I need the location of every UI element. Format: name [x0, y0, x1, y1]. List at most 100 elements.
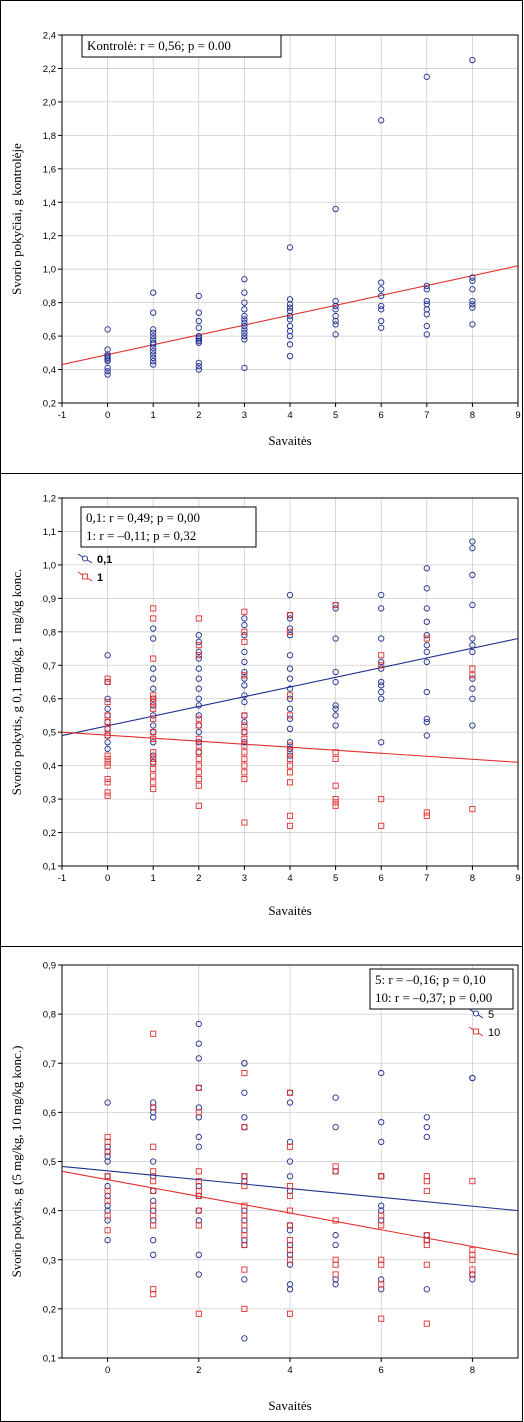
x-tick-label: 0 — [105, 1365, 110, 1376]
data-point — [378, 695, 385, 702]
data-point — [423, 632, 430, 639]
data-point — [150, 1104, 157, 1111]
data-point — [423, 585, 430, 592]
data-point — [241, 718, 248, 726]
data-point — [378, 665, 385, 672]
y-tick-label: 1,0 — [43, 560, 56, 571]
data-point — [286, 685, 294, 692]
data-point — [241, 1266, 248, 1273]
data-point — [195, 1020, 202, 1028]
data-point — [332, 749, 339, 756]
data-point — [150, 341, 157, 348]
data-point — [286, 628, 294, 635]
series-points — [104, 602, 476, 829]
data-point — [378, 1202, 385, 1209]
series-points — [104, 56, 476, 378]
legend-label: 10 — [488, 1027, 500, 1039]
data-point — [469, 648, 476, 656]
data-point — [378, 324, 385, 331]
y-tick-label: 0,4 — [43, 365, 56, 376]
data-point — [286, 762, 294, 769]
data-point — [195, 675, 202, 682]
data-point — [286, 632, 294, 639]
data-point — [150, 779, 157, 786]
data-point — [469, 695, 476, 702]
data-point — [150, 1222, 157, 1229]
data-point — [469, 545, 476, 552]
x-tick-label: 5 — [333, 410, 338, 421]
data-point — [195, 782, 202, 789]
data-point — [195, 648, 202, 656]
data-point — [195, 1271, 202, 1278]
data-point — [150, 765, 157, 773]
data-point — [104, 762, 111, 769]
data-point — [150, 1212, 157, 1219]
data-point — [469, 642, 476, 649]
data-point — [469, 274, 476, 281]
y-tick-label: 0,2 — [43, 1304, 56, 1315]
x-tick-label: 3 — [242, 410, 247, 421]
data-point — [241, 762, 248, 769]
data-point — [241, 1114, 248, 1121]
y-tick-label: 0,2 — [43, 828, 56, 839]
data-point — [195, 712, 202, 719]
data-point — [104, 712, 111, 719]
legend-label: 0,1 — [97, 554, 112, 566]
data-point — [195, 665, 202, 672]
series-points — [104, 1030, 476, 1327]
data-point — [241, 608, 248, 615]
data-point — [195, 1055, 202, 1062]
y-tick-label: 0,1 — [43, 1354, 56, 1365]
x-tick-label: 8 — [470, 410, 475, 421]
grid — [62, 965, 518, 1358]
x-axis-title: Savaitės — [268, 1398, 311, 1413]
data-point — [241, 1089, 248, 1096]
data-point — [195, 702, 202, 709]
data-point — [332, 755, 339, 762]
stats-line: 1: r = –0,11; p = 0,32 — [86, 528, 196, 543]
data-point — [195, 735, 202, 742]
data-point — [423, 565, 430, 572]
data-point — [286, 822, 294, 829]
data-point — [286, 769, 294, 776]
data-point — [286, 1099, 294, 1106]
y-tick-label: 0,3 — [43, 1255, 56, 1266]
data-point — [195, 1310, 202, 1317]
chart-low-dose-scatter: -1 0 1 2 3 4 5 6 7 8 9 0,1 0,2 0,3 0,4 0,5 0,6 0,7 0,8 0,9 1… — [9, 494, 521, 919]
data-point — [469, 722, 476, 729]
legend-label: 5 — [488, 1009, 494, 1021]
data-point — [104, 678, 111, 686]
data-point — [423, 812, 430, 819]
data-point — [378, 317, 385, 325]
x-tick-label: 3 — [242, 873, 247, 884]
data-point — [423, 618, 430, 625]
data-point — [150, 1187, 157, 1195]
data-point — [241, 1173, 248, 1180]
data-point — [332, 331, 339, 338]
data-point — [286, 244, 294, 251]
data-point — [286, 1286, 294, 1293]
data-point — [332, 602, 339, 609]
data-point — [378, 658, 385, 666]
data-point — [104, 675, 111, 682]
data-point — [150, 759, 157, 766]
chart-high-dose-scatter: 0 2 4 6 8 0,1 0,2 0,3 0,4 0,5 0,6 0,7 0,8 0,9 Savaitės… — [9, 961, 519, 1413]
y-tick-label: 0,1 — [43, 862, 56, 873]
data-point — [286, 779, 294, 786]
data-point — [104, 1138, 111, 1145]
data-point — [195, 615, 202, 622]
data-point — [150, 1178, 157, 1185]
data-point — [286, 625, 294, 632]
data-point — [150, 665, 157, 672]
stats-line: 0,1: r = 0,49; p = 0,00 — [86, 510, 200, 525]
data-point — [286, 715, 294, 722]
y-tick-label: 0,6 — [43, 694, 56, 705]
y-tick-label: 0,9 — [43, 594, 56, 605]
data-point — [332, 712, 339, 719]
y-tick-label: 0,7 — [43, 661, 56, 672]
regression-line — [61, 265, 519, 366]
stats-line: 10: r = –0,37; p = 0,00 — [375, 990, 492, 1005]
y-tick-label: 0,9 — [43, 961, 56, 972]
data-point — [241, 326, 248, 333]
data-point — [241, 658, 248, 666]
